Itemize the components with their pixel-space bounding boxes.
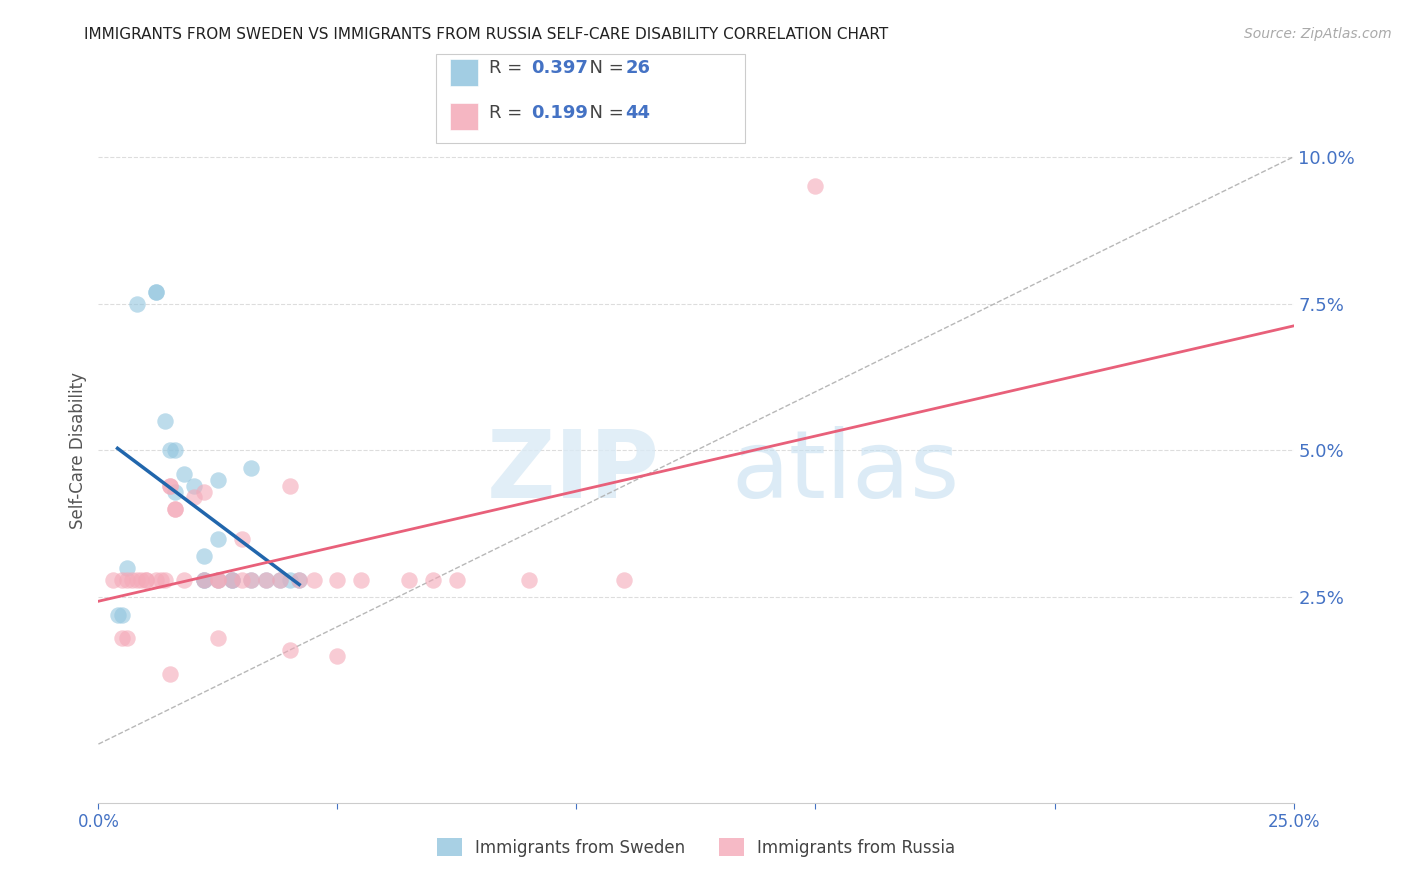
Point bbox=[155, 414, 177, 428]
Text: 26: 26 bbox=[626, 59, 651, 77]
Point bbox=[131, 573, 153, 587]
Text: N =: N = bbox=[578, 103, 630, 121]
Point bbox=[159, 478, 181, 492]
Point bbox=[193, 484, 215, 499]
Text: N =: N = bbox=[578, 59, 630, 77]
Y-axis label: Self-Care Disability: Self-Care Disability bbox=[69, 372, 87, 529]
Point bbox=[254, 573, 277, 587]
Point bbox=[207, 473, 229, 487]
Point bbox=[145, 285, 167, 299]
Point bbox=[193, 573, 215, 587]
Point bbox=[207, 573, 229, 587]
Point bbox=[446, 573, 468, 587]
Point bbox=[207, 532, 229, 546]
Text: IMMIGRANTS FROM SWEDEN VS IMMIGRANTS FROM RUSSIA SELF-CARE DISABILITY CORRELATIO: IMMIGRANTS FROM SWEDEN VS IMMIGRANTS FRO… bbox=[84, 27, 889, 42]
Point bbox=[135, 573, 157, 587]
Point bbox=[240, 573, 263, 587]
Point bbox=[254, 573, 277, 587]
Point bbox=[111, 573, 134, 587]
Point bbox=[326, 648, 349, 663]
Point bbox=[163, 502, 186, 516]
Point bbox=[288, 573, 311, 587]
Point bbox=[183, 478, 205, 492]
Point bbox=[221, 573, 243, 587]
Point bbox=[288, 573, 311, 587]
Legend: Immigrants from Sweden, Immigrants from Russia: Immigrants from Sweden, Immigrants from … bbox=[429, 830, 963, 865]
Point bbox=[613, 573, 636, 587]
Point bbox=[240, 461, 263, 475]
Text: 44: 44 bbox=[626, 103, 651, 121]
Point bbox=[159, 478, 181, 492]
Point bbox=[422, 573, 444, 587]
Point bbox=[278, 573, 301, 587]
Point bbox=[193, 573, 215, 587]
Point bbox=[155, 573, 177, 587]
Point bbox=[115, 561, 138, 575]
Text: 0.199: 0.199 bbox=[531, 103, 588, 121]
Point bbox=[326, 573, 349, 587]
Point bbox=[107, 607, 129, 622]
Point bbox=[173, 573, 195, 587]
Point bbox=[125, 573, 148, 587]
Point bbox=[269, 573, 291, 587]
Text: atlas: atlas bbox=[733, 425, 960, 517]
Point bbox=[115, 573, 138, 587]
Text: R =: R = bbox=[489, 103, 529, 121]
Point bbox=[163, 502, 186, 516]
Point bbox=[101, 573, 124, 587]
Point bbox=[269, 573, 291, 587]
Point bbox=[350, 573, 373, 587]
Point bbox=[398, 573, 420, 587]
Point bbox=[207, 573, 229, 587]
Point bbox=[125, 296, 148, 310]
Point bbox=[145, 573, 167, 587]
Point bbox=[240, 573, 263, 587]
Point bbox=[115, 632, 138, 646]
Point bbox=[111, 607, 134, 622]
Point bbox=[221, 573, 243, 587]
Point bbox=[278, 643, 301, 657]
Point bbox=[193, 549, 215, 564]
Point bbox=[231, 573, 253, 587]
Point bbox=[804, 179, 827, 194]
Point bbox=[183, 491, 205, 505]
Point bbox=[207, 632, 229, 646]
Point bbox=[193, 573, 215, 587]
Point bbox=[159, 443, 181, 458]
Point bbox=[231, 532, 253, 546]
Text: 0.397: 0.397 bbox=[531, 59, 588, 77]
Text: ZIP: ZIP bbox=[488, 425, 661, 517]
Text: Source: ZipAtlas.com: Source: ZipAtlas.com bbox=[1244, 27, 1392, 41]
Point bbox=[163, 443, 186, 458]
Point bbox=[173, 467, 195, 481]
Point bbox=[517, 573, 540, 587]
Point bbox=[221, 573, 243, 587]
Point bbox=[149, 573, 172, 587]
Point bbox=[159, 666, 181, 681]
Text: R =: R = bbox=[489, 59, 529, 77]
Point bbox=[163, 484, 186, 499]
Point bbox=[145, 285, 167, 299]
Point bbox=[302, 573, 325, 587]
Point bbox=[121, 573, 143, 587]
Point bbox=[207, 573, 229, 587]
Point bbox=[278, 478, 301, 492]
Point bbox=[111, 632, 134, 646]
Point bbox=[135, 573, 157, 587]
